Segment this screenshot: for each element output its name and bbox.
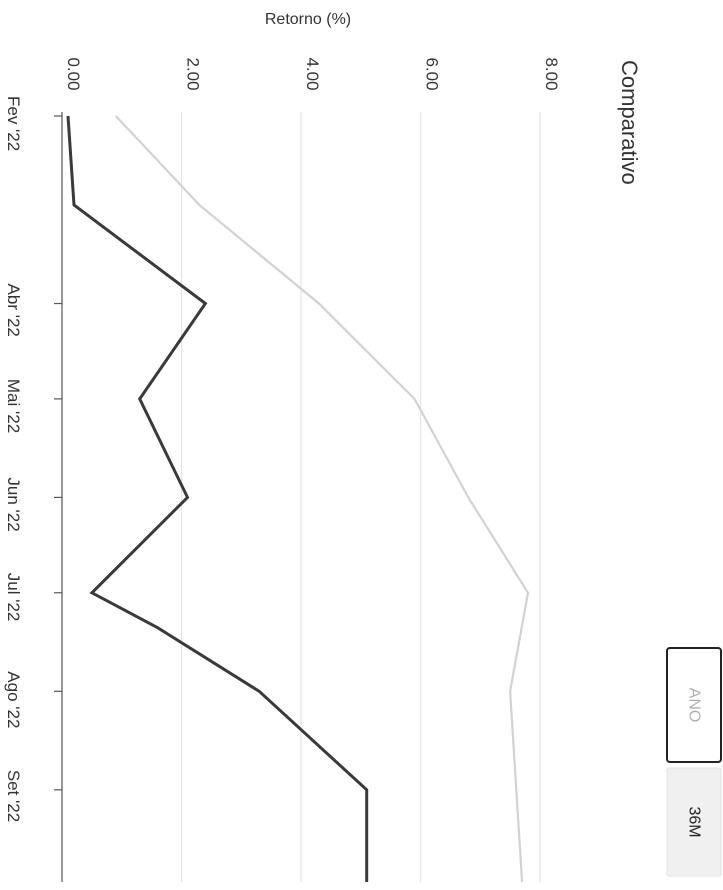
y-tick-label: 2.00 — [184, 57, 203, 90]
series-line-light — [114, 115, 530, 883]
grid-layer — [61, 112, 541, 882]
x-tick-label: Mai '22 — [4, 379, 23, 433]
y-tick-label: 6.00 — [423, 57, 442, 90]
tab-label: 36M — [686, 806, 703, 837]
series-layer — [66, 115, 530, 883]
x-tick-label: Fev '22 — [4, 96, 23, 151]
y-tick-label: 0.00 — [64, 57, 83, 90]
tab-label: ANO — [686, 688, 703, 723]
y-tick-label-layer: 0.00 2.00 4.00 6.00 8.00 — [64, 57, 561, 90]
x-tick-layer: Fev '22 Abr '22 Mai '22 Jun '22 Jul '22 Ago '… — [4, 96, 62, 822]
tab-ano[interactable]: ANO — [666, 647, 722, 763]
x-tick-label: Jun '22 — [4, 477, 23, 531]
y-axis-label: Retorno (%) — [265, 11, 351, 28]
y-tick-label: 8.00 — [542, 57, 561, 90]
range-tabs: ANO 36M — [666, 647, 722, 877]
x-tick-label: Ago '22 — [4, 671, 23, 728]
x-tick-label: Abr '22 — [4, 284, 23, 337]
x-tick-label: Jul '22 — [4, 573, 23, 622]
series-line-dark — [66, 115, 369, 882]
y-tick-label: 4.00 — [303, 57, 322, 90]
chart-title: Comparativo — [617, 60, 642, 185]
tab-frame — [666, 767, 722, 877]
tab-frame — [666, 647, 722, 763]
x-tick-label: Set '22 — [4, 770, 23, 822]
tab-36m[interactable]: 36M — [666, 767, 722, 877]
